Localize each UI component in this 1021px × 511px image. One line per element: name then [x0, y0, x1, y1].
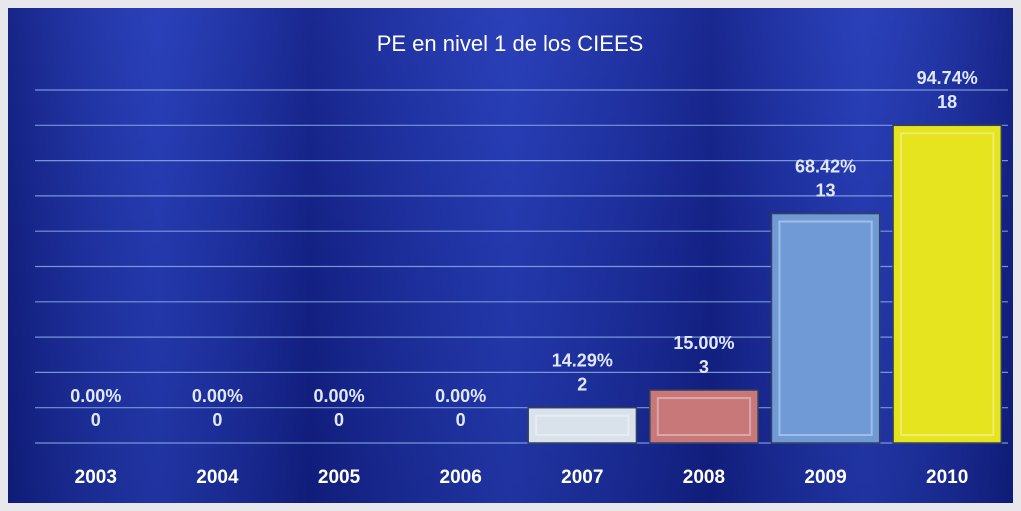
value-label: 0 [334, 410, 344, 430]
value-label: 13 [816, 180, 836, 200]
percent-label: 94.74% [917, 68, 978, 88]
bar-bevel [656, 397, 752, 436]
bar [649, 389, 759, 444]
percent-label: 14.29% [552, 350, 613, 370]
bar-bevel [535, 414, 630, 437]
x-tick-label: 2003 [75, 467, 117, 488]
x-tick-label: 2009 [804, 467, 846, 488]
value-label: 0 [91, 410, 101, 430]
chart-title: PE en nivel 1 de los CIEES [377, 31, 644, 56]
bar [892, 124, 1003, 444]
percent-label: 0.00% [192, 386, 243, 406]
bar [527, 406, 638, 444]
x-tick-label: 2010 [926, 467, 968, 488]
x-tick-label: 2008 [683, 467, 725, 488]
x-tick-label: 2004 [196, 467, 239, 488]
percent-label: 15.00% [673, 333, 734, 353]
value-label: 18 [937, 92, 957, 112]
value-label: 0 [456, 410, 466, 430]
percent-label: 0.00% [314, 386, 365, 406]
bar-bevel [778, 220, 873, 436]
bar-bevel [900, 132, 995, 437]
value-label: 3 [699, 357, 709, 377]
percent-label: 0.00% [435, 386, 486, 406]
x-tick-label: 2005 [318, 467, 361, 488]
value-label: 0 [212, 410, 222, 430]
x-tick-label: 2007 [561, 467, 603, 488]
percent-label: 0.00% [70, 386, 121, 406]
value-label: 2 [577, 374, 587, 394]
bar [770, 212, 881, 444]
percent-label: 68.42% [795, 156, 856, 176]
x-tick-label: 2006 [440, 467, 482, 488]
